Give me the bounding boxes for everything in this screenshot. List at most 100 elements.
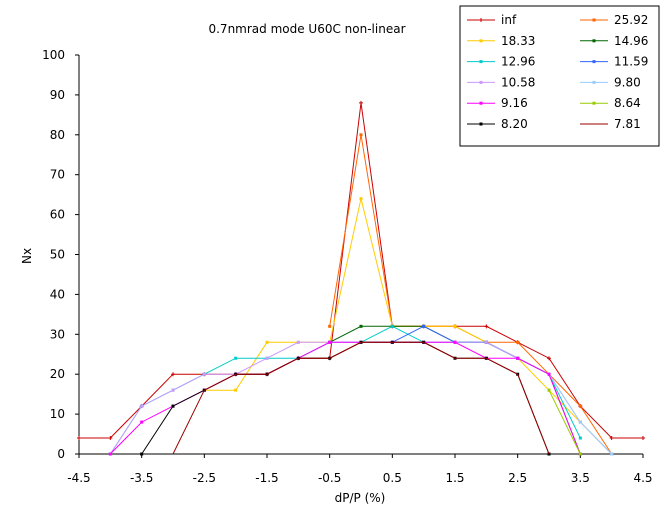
data-point	[202, 372, 206, 376]
legend-marker	[479, 101, 483, 105]
data-point	[265, 340, 269, 344]
data-point	[578, 452, 582, 456]
legend-item: 14.96	[580, 34, 648, 48]
series-7-81	[172, 341, 550, 455]
data-point	[516, 356, 520, 360]
x-tick-label: -4.5	[67, 471, 90, 485]
legend-item: 9.16	[467, 96, 528, 110]
data-point	[484, 340, 488, 344]
y-tick-label: 50	[50, 248, 65, 262]
data-point	[610, 452, 614, 456]
series-14-96	[328, 324, 582, 456]
data-point	[516, 340, 520, 344]
legend-label: inf	[501, 13, 517, 27]
x-tick-label: 2.5	[508, 471, 527, 485]
series-12-96	[108, 324, 582, 456]
x-tick-label: -2.5	[193, 471, 216, 485]
legend-marker	[479, 80, 483, 84]
y-tick-label: 90	[50, 88, 65, 102]
data-point	[140, 420, 144, 424]
data-point	[453, 324, 457, 328]
x-axis-ticks: -4.5 -3.5 -2.5 -1.5 -0.5 0.5 1.5 2.5 3.5 4.5	[67, 454, 653, 485]
x-tick-label: -3.5	[130, 471, 153, 485]
legend-item: 25.92	[580, 13, 648, 27]
data-point	[265, 356, 269, 360]
data-point	[578, 436, 582, 440]
legend-label: 8.64	[614, 96, 641, 110]
data-point	[547, 388, 551, 392]
legend-label: 9.16	[501, 96, 528, 110]
data-point	[422, 324, 426, 328]
series-lines	[77, 100, 645, 456]
legend-marker	[479, 18, 483, 22]
y-tick-label: 100	[42, 48, 65, 62]
series-inf	[77, 100, 645, 441]
x-tick-label: 0.5	[383, 471, 402, 485]
legend: inf 25.92 18.33 14.96 12.96 11.59 10.58 9.80 9.1…	[459, 5, 660, 147]
legend-marker	[592, 39, 596, 43]
chart-title: 0.7nmrad mode U60C non-linear	[208, 22, 405, 36]
data-point	[108, 436, 113, 441]
legend-item: 7.81	[580, 117, 641, 131]
y-tick-label: 70	[50, 168, 65, 182]
y-tick-label: 80	[50, 128, 65, 142]
data-point	[171, 404, 175, 408]
y-axis-ticks: 0 10 20 30 40 50 60 70 80 90 100	[42, 48, 79, 461]
y-tick-label: 30	[50, 327, 65, 341]
data-point	[328, 340, 332, 344]
data-point	[547, 372, 551, 376]
data-point	[578, 420, 582, 424]
data-point	[578, 404, 582, 408]
series-9-16	[108, 340, 582, 456]
legend-label: 12.96	[501, 55, 535, 69]
data-point	[171, 372, 175, 377]
legend-marker	[592, 60, 596, 64]
data-point	[140, 452, 144, 456]
x-tick-label: 1.5	[445, 471, 464, 485]
legend-label: 9.80	[614, 75, 641, 89]
legend-item: inf	[467, 13, 517, 27]
legend-label: 18.33	[501, 34, 535, 48]
legend-label: 11.59	[614, 55, 648, 69]
y-tick-label: 40	[50, 287, 65, 301]
x-tick-label: 4.5	[633, 471, 652, 485]
data-point	[359, 197, 363, 201]
x-axis-title: dP/P (%)	[335, 491, 386, 505]
y-tick-label: 0	[57, 447, 65, 461]
legend-label: 8.20	[501, 117, 528, 131]
legend-label: 7.81	[614, 117, 641, 131]
legend-marker	[592, 80, 596, 84]
legend-item: 8.20	[467, 117, 528, 131]
data-point	[140, 404, 144, 408]
data-point	[296, 340, 300, 344]
data-point	[359, 133, 363, 137]
series-9-80	[547, 372, 614, 456]
series-line	[329, 325, 581, 455]
y-tick-label: 10	[50, 407, 65, 421]
y-axis-title: Nx	[20, 248, 34, 264]
y-tick-label: 20	[50, 367, 65, 381]
legend-item: 10.58	[467, 75, 535, 89]
series-line	[548, 389, 581, 455]
x-tick-label: 3.5	[571, 471, 590, 485]
data-point	[108, 452, 112, 456]
data-point	[328, 324, 332, 328]
legend-label: 10.58	[501, 75, 535, 89]
data-point	[609, 436, 614, 441]
legend-marker	[479, 60, 483, 64]
data-point	[171, 388, 175, 392]
x-tick-label: -0.5	[318, 471, 341, 485]
series-line	[172, 341, 550, 455]
data-point	[453, 340, 457, 344]
data-point	[390, 324, 394, 328]
data-point	[234, 388, 238, 392]
data-point	[641, 436, 645, 441]
legend-label: 14.96	[614, 34, 648, 48]
legend-marker	[592, 18, 596, 22]
legend-item: 9.80	[580, 75, 641, 89]
y-tick-label: 60	[50, 208, 65, 222]
legend-label: 25.92	[614, 13, 648, 27]
data-point	[77, 436, 81, 441]
legend-item: 11.59	[580, 55, 648, 69]
